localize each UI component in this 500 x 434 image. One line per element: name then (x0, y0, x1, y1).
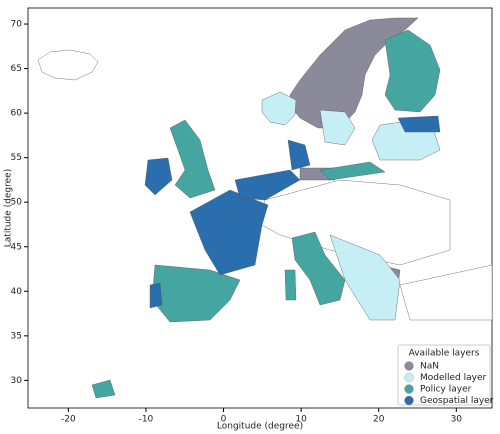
legend-marker (404, 361, 414, 371)
region (399, 264, 493, 321)
region (144, 157, 173, 196)
region (384, 29, 441, 113)
region (289, 17, 419, 129)
region (319, 161, 386, 181)
y-tick-label: 35 (11, 331, 22, 341)
legend-title: Available layers (409, 349, 480, 359)
x-tick-label: 0 (221, 415, 227, 425)
legend-marker (404, 384, 414, 394)
y-tick-label: 50 (11, 198, 23, 208)
y-tick-label: 70 (11, 20, 23, 30)
legend-label: Modelled layer (420, 373, 487, 383)
y-axis-label: Latitude (degree) (4, 169, 14, 247)
region (284, 269, 297, 301)
region (291, 231, 346, 306)
x-tick-label: 30 (451, 415, 463, 425)
region (397, 115, 441, 133)
region (37, 49, 99, 81)
map (37, 17, 493, 399)
region (169, 119, 216, 199)
legend-label: Policy layer (420, 385, 472, 395)
x-tick-label: 10 (295, 415, 307, 425)
y-tick-label: 55 (11, 153, 22, 163)
x-tick-label: 20 (373, 415, 385, 425)
region (234, 169, 301, 201)
y-tick-label: 30 (11, 376, 23, 386)
y-tick-label: 60 (11, 109, 23, 119)
legend-label: NaN (420, 362, 439, 372)
legend-marker (404, 372, 414, 383)
region (261, 91, 297, 126)
x-tick-label: -10 (139, 415, 154, 425)
region (91, 379, 116, 399)
region (261, 179, 451, 266)
region (149, 282, 163, 309)
legend-label: Geospatial layer (420, 396, 494, 406)
y-tick-label: 40 (11, 287, 23, 297)
region (287, 139, 311, 171)
y-tick-label: 45 (11, 242, 22, 252)
x-tick-label: -20 (61, 415, 76, 425)
x-axis-label: Longitude (degree) (217, 422, 303, 432)
region (319, 109, 356, 146)
legend-marker (404, 395, 414, 406)
legend (397, 344, 491, 406)
y-tick-label: 65 (11, 64, 22, 74)
